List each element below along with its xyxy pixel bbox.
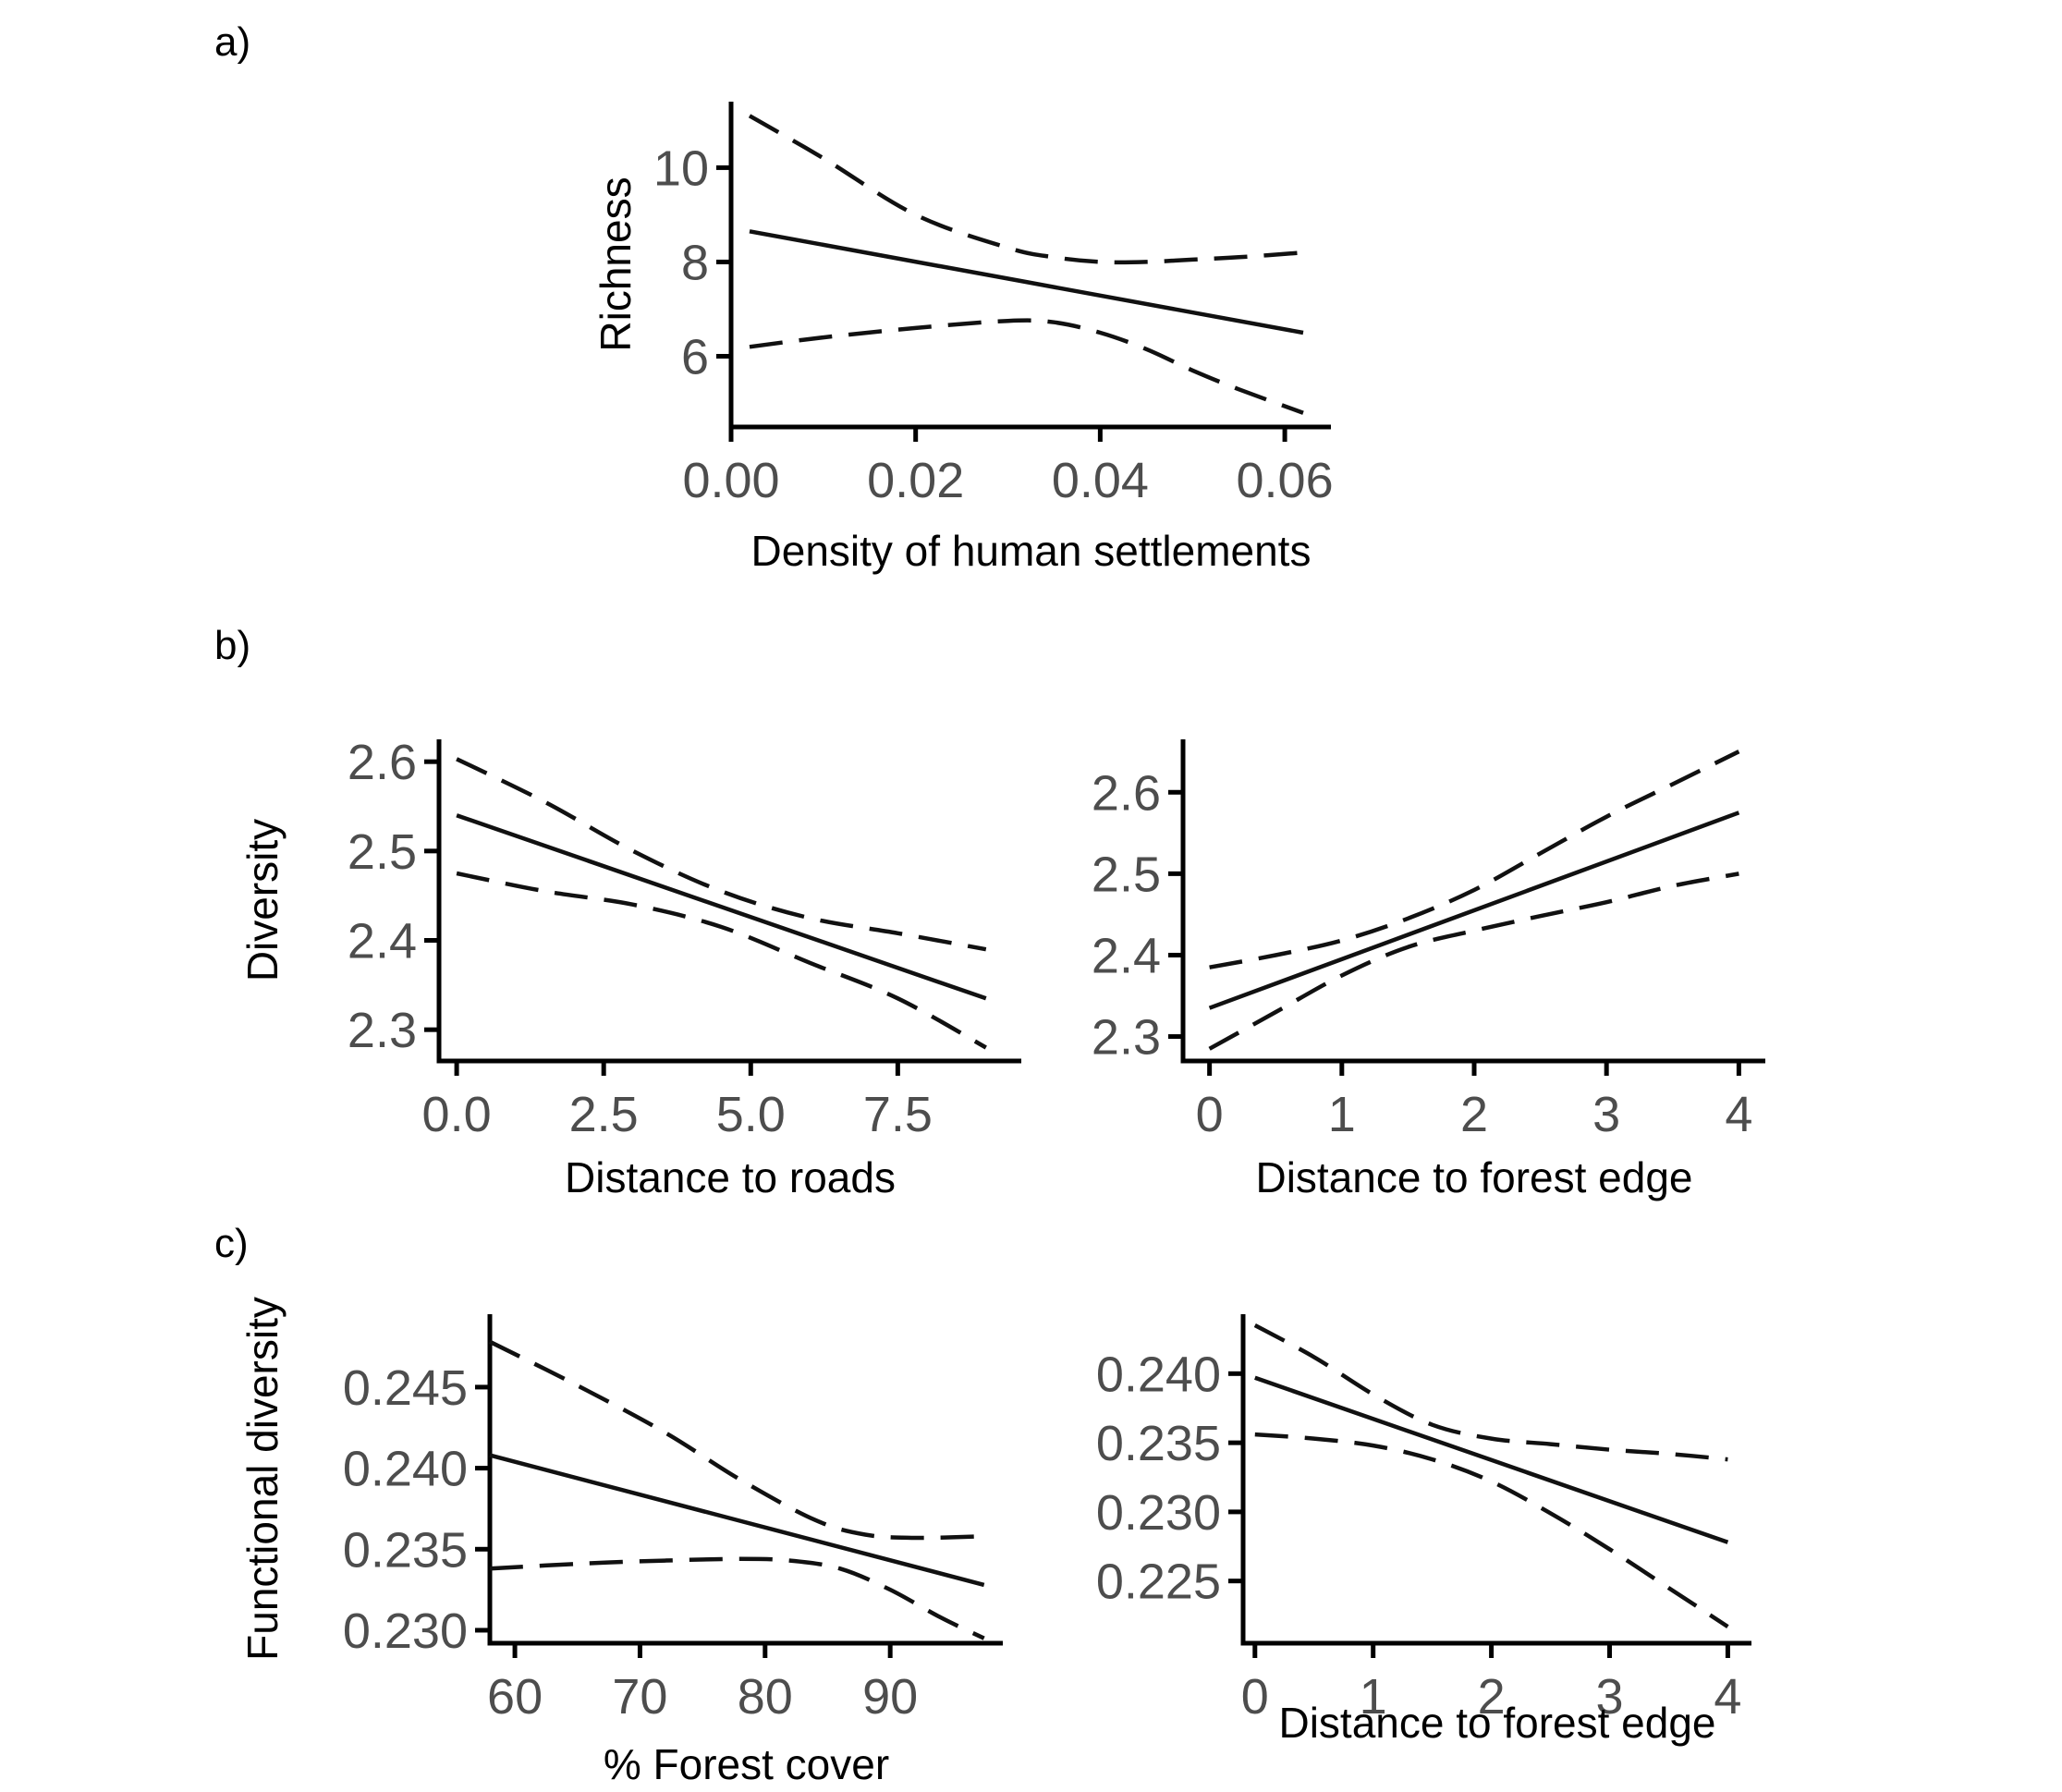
x-tick-label: 3 <box>1592 1087 1620 1142</box>
chart-1: 0.00 0.02 0.04 0.06 6 8 10 Density of human set… <box>592 102 1334 575</box>
x-axis-title: Distance to forest edge <box>1278 1699 1715 1747</box>
chart-2: 0.0 2.5 5.0 7.5 2.3 2.4 2.5 2.6 Distance to road… <box>238 735 1021 1201</box>
y-tick-label: 2.5 <box>1092 847 1161 902</box>
y-axis-title: Richness <box>592 177 640 351</box>
lower-ci-line <box>749 318 1304 415</box>
x-tick-label: 90 <box>862 1669 918 1725</box>
y-tick-label: 6 <box>681 329 709 384</box>
y-tick-label: 0.240 <box>1096 1347 1221 1402</box>
y-axis-title: Functional diversity <box>238 1297 287 1661</box>
x-tick-label: 0 <box>1196 1087 1224 1142</box>
y-axis-title: Diversity <box>238 819 287 981</box>
y-tick-label: 0.240 <box>343 1442 468 1497</box>
y-tick-label: 0.235 <box>343 1522 468 1578</box>
x-tick-label: 4 <box>1725 1087 1752 1142</box>
lower-ci-line <box>456 871 987 1050</box>
chart-5: 0 1 2 3 4 0.225 0.230 0.235 0.240 Distance to for… <box>1096 1314 1751 1747</box>
x-tick-label: 0.00 <box>682 453 779 508</box>
x-tick-label: 3 <box>1595 1669 1623 1725</box>
chart-3: 0 1 2 3 4 2.3 2.4 2.5 2.6 Distance to forest edge <box>1092 739 1765 1201</box>
x-tick-label: 70 <box>612 1669 667 1725</box>
y-tick-label: 2.4 <box>1092 928 1161 983</box>
x-tick-label: 1 <box>1328 1087 1356 1142</box>
upper-ci-line <box>456 757 987 952</box>
y-tick-label: 2.6 <box>1092 765 1161 821</box>
y-tick-label: 2.4 <box>348 914 417 969</box>
y-tick-label: 2.5 <box>348 824 417 880</box>
y-tick-label: 8 <box>681 235 709 290</box>
fit-line <box>456 813 987 1001</box>
x-tick-label: 5.0 <box>716 1087 786 1142</box>
upper-ci-line <box>1253 1323 1728 1462</box>
panel-letter-b: b) <box>214 623 250 668</box>
y-tick-label: 2.6 <box>348 735 417 790</box>
y-tick-label: 0.230 <box>1096 1485 1221 1541</box>
x-tick-label: 0.06 <box>1237 453 1334 508</box>
x-axis-title: % Forest cover <box>604 1740 889 1788</box>
y-tick-label: 0.230 <box>343 1603 468 1659</box>
x-tick-label: 0 <box>1241 1669 1269 1725</box>
x-tick-label: 4 <box>1714 1669 1741 1725</box>
lower-ci-line <box>1208 872 1739 1051</box>
y-tick-label: 0.225 <box>1096 1554 1221 1610</box>
y-tick-label: 0.245 <box>343 1360 468 1416</box>
y-tick-label: 2.3 <box>348 1003 417 1058</box>
x-tick-label: 1 <box>1360 1669 1387 1725</box>
panel-letter-c: c) <box>214 1221 249 1266</box>
x-axis-title: Density of human settlements <box>751 527 1312 575</box>
x-tick-label: 80 <box>738 1669 793 1725</box>
x-tick-label: 0.04 <box>1052 453 1149 508</box>
fit-line <box>489 1453 985 1588</box>
upper-ci-line <box>748 114 1304 265</box>
y-tick-label: 10 <box>653 140 709 196</box>
lower-ci-line <box>489 1556 985 1640</box>
upper-ci-line <box>488 1339 984 1541</box>
panel-letter-a: a) <box>214 19 250 65</box>
x-tick-label: 60 <box>487 1669 543 1725</box>
x-tick-label: 2 <box>1460 1087 1488 1142</box>
fit-line <box>1208 811 1740 1010</box>
x-tick-label: 0.02 <box>867 453 964 508</box>
x-tick-label: 2 <box>1478 1669 1506 1725</box>
fit-line <box>1254 1375 1729 1544</box>
chart-4: 60 70 80 90 0.230 0.235 0.240 0.245 % Forest cov… <box>238 1297 1003 1788</box>
x-axis-title: Distance to roads <box>565 1153 896 1201</box>
x-tick-label: 0.0 <box>422 1087 492 1142</box>
y-tick-label: 0.235 <box>1096 1416 1221 1471</box>
y-tick-label: 2.3 <box>1092 1010 1161 1066</box>
lower-ci-line <box>1254 1432 1729 1628</box>
x-axis-title: Distance to forest edge <box>1255 1153 1692 1201</box>
fit-line <box>749 229 1304 335</box>
x-tick-label: 2.5 <box>569 1087 639 1142</box>
x-tick-label: 7.5 <box>863 1087 933 1142</box>
upper-ci-line <box>1209 750 1740 969</box>
